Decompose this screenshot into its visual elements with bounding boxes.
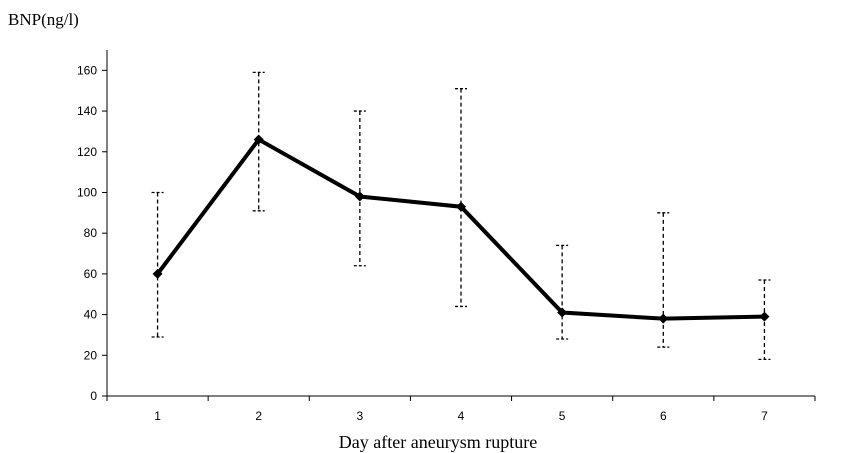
x-tick-label: 7 — [761, 409, 768, 423]
data-point — [253, 134, 264, 145]
y-tick-label: 20 — [84, 348, 98, 362]
y-tick-label: 160 — [77, 63, 97, 77]
x-tick-label: 2 — [255, 409, 262, 423]
data-point — [557, 307, 568, 318]
data-point — [658, 313, 669, 324]
data-point — [152, 268, 163, 279]
data-series — [152, 134, 770, 324]
data-point — [456, 201, 466, 212]
y-tick-label: 40 — [84, 308, 98, 322]
x-axis-label: Day after aneurysm rupture — [339, 432, 537, 452]
x-tick-label: 6 — [660, 409, 667, 423]
data-point — [354, 191, 365, 202]
y-tick-label: 100 — [77, 185, 97, 199]
y-axis-label: BNP(ng/l) — [8, 10, 79, 29]
x-tick-label: 1 — [154, 409, 161, 423]
x-tick-label: 4 — [458, 409, 465, 423]
x-tick-label: 5 — [559, 409, 566, 423]
x-tick-label: 3 — [357, 409, 364, 423]
y-tick-label: 120 — [77, 145, 97, 159]
x-axis: 1 2 3 4 5 6 7 — [106, 395, 816, 423]
y-tick-label: 80 — [84, 226, 98, 240]
y-tick-label: 140 — [77, 104, 97, 118]
data-point — [759, 311, 770, 322]
y-axis: 0 20 40 60 80 100 120 140 160 — [77, 50, 108, 403]
y-tick-label: 60 — [84, 267, 98, 281]
error-bars — [151, 71, 771, 361]
y-tick-label: 0 — [90, 389, 97, 403]
